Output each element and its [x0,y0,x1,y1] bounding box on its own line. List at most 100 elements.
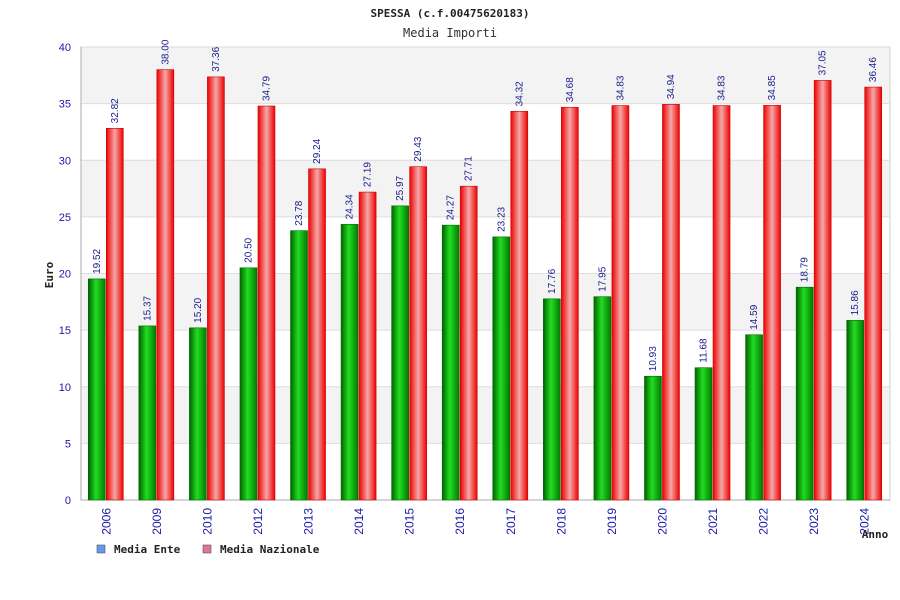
x-tick-label: 2015 [403,508,417,535]
data-label: 32.82 [110,98,121,123]
y-tick-label: 25 [59,212,71,224]
data-label: 24.27 [446,195,457,220]
bar-media-nazionale [510,111,529,501]
bar-media-nazionale [105,128,124,501]
data-label: 25.97 [395,175,406,200]
data-label: 36.46 [868,57,879,82]
data-label: 23.23 [496,206,507,231]
bar-media-ente [87,278,106,501]
value-labels-group: 19.52 32.82 15.37 38.00 15.20 37.36 20.50 34.79… [92,39,879,371]
data-label: 37.36 [211,46,222,71]
bar-media-nazionale [813,80,832,501]
data-label: 15.86 [850,290,861,315]
bar-media-nazionale [763,105,781,501]
data-label: 34.83 [615,75,626,100]
x-tick-label: 2020 [655,508,669,535]
legend-label: Media Nazionale [220,543,320,556]
bar-media-ente [543,298,561,501]
data-label: 15.20 [193,297,204,322]
x-tick-label: 2024 [858,508,872,535]
y-tick-label: 10 [59,382,71,394]
x-tick-label: 2017 [504,508,518,535]
data-label: 37.05 [818,50,829,75]
y-axis-label: Euro [43,261,56,288]
bar-media-ente [340,224,359,501]
bar-media-ente [644,375,662,501]
data-label: 20.50 [243,237,254,262]
data-label: 11.68 [699,338,710,363]
bar-media-ente [745,334,763,501]
x-axis-ticks: 2006 2009 2010 2012 2013 2014 2015 2016 2017 2018… [99,508,871,535]
x-tick-label: 2021 [706,508,720,535]
data-label: 17.76 [547,268,558,293]
bar-media-nazionale [459,185,478,501]
x-tick-label: 2014 [352,508,366,535]
legend-swatch [202,544,212,554]
x-axis-label: Anno [862,528,889,541]
data-label: 34.32 [514,81,525,106]
x-tick-label: 2010 [200,508,214,535]
data-label: 29.24 [312,138,323,163]
chart-title: SPESSA (c.f.00475620183) [371,7,530,20]
bar-media-nazionale [864,86,883,501]
bar-media-ente [492,236,511,501]
bar-media-nazionale [207,76,225,501]
bar-media-nazionale [358,191,377,501]
chart-subtitle: Media Importi [403,26,497,40]
bar-media-ente [391,205,409,501]
data-label: 27.71 [464,156,475,181]
x-tick-label: 2009 [150,508,164,535]
bar-media-ente [290,230,308,501]
data-label: 38.00 [160,39,171,64]
bar-media-ente [795,286,814,501]
bar-media-ente [441,224,460,501]
y-tick-label: 20 [59,269,71,281]
bar-media-ente [593,296,612,501]
x-tick-label: 2023 [807,508,821,535]
data-label: 34.85 [767,75,778,100]
legend-label: Media Ente [114,543,181,556]
data-label: 17.95 [597,266,608,291]
bar-media-ente [189,327,207,501]
x-tick-label: 2006 [99,508,113,535]
y-tick-label: 40 [59,42,71,54]
data-label: 19.52 [92,248,103,273]
legend: Media Ente Media Nazionale [96,543,320,556]
bar-media-nazionale [257,105,276,501]
bar-media-ente [694,367,713,501]
data-label: 34.83 [717,75,728,100]
x-tick-label: 2016 [453,508,467,535]
bar-media-nazionale [611,105,630,501]
bar-media-nazionale [156,69,175,501]
x-tick-label: 2013 [302,508,316,535]
bar-media-nazionale [409,166,427,501]
data-label: 27.19 [363,162,374,187]
data-label: 15.37 [142,295,153,320]
data-label: 18.79 [800,257,811,282]
x-tick-label: 2018 [554,508,568,535]
x-tick-label: 2022 [757,508,771,535]
data-label: 24.34 [345,194,356,219]
x-tick-label: 2012 [251,508,265,535]
data-label: 29.43 [413,136,424,161]
y-tick-label: 35 [59,99,71,111]
bar-media-nazionale [308,168,326,501]
data-label: 14.59 [749,304,760,329]
bar-media-nazionale [561,106,579,501]
bar-media-nazionale [662,104,680,501]
bar-media-ente [846,320,865,501]
y-tick-label: 5 [65,438,71,450]
legend-swatch [96,544,106,554]
bar-media-nazionale [712,105,731,501]
y-tick-label: 15 [59,325,71,337]
y-tick-label: 30 [59,155,71,167]
bar-media-ente [138,325,157,501]
y-axis-ticks: 0 5 10 15 20 25 30 35 40 [59,42,71,507]
data-label: 34.94 [666,74,677,99]
data-label: 10.93 [648,346,659,371]
data-label: 34.79 [261,76,272,101]
bars-group [87,69,883,501]
bar-media-ente [239,267,258,501]
x-tick-label: 2019 [605,508,619,535]
